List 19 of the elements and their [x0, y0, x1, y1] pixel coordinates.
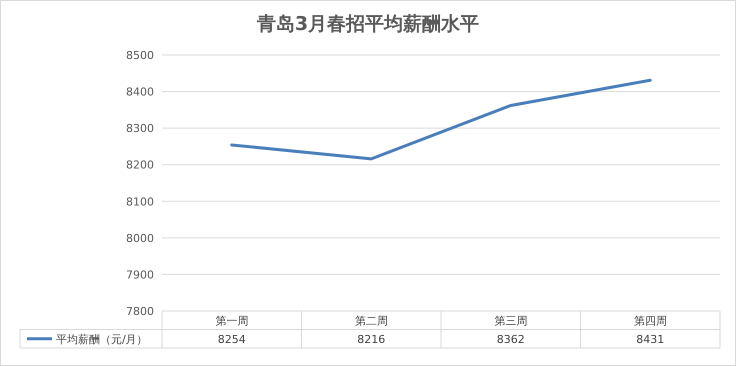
x-tick-label: 第二周: [354, 314, 388, 328]
y-tick-label: 8500: [126, 49, 154, 62]
y-tick-label: 8300: [126, 122, 154, 136]
legend-label: 平均薪酬（元/月）: [56, 333, 148, 346]
line-series: [230, 78, 652, 160]
y-tick-label: 7800: [126, 305, 154, 318]
x-tick-label: 第三周: [494, 314, 528, 328]
data-label: 8431: [636, 333, 664, 346]
x-tick-label: 第四周: [634, 314, 667, 328]
data-label: 8254: [218, 333, 246, 346]
y-tick-label: 7900: [126, 268, 154, 282]
data-label: 8216: [357, 333, 386, 346]
y-tick-label: 8000: [126, 232, 154, 245]
data-label: 8362: [496, 333, 525, 346]
y-tick-label: 8100: [126, 195, 154, 208]
chart-title: 青岛3月春招平均薪酬水平: [256, 13, 480, 35]
x-tick-label: 第一周: [215, 314, 248, 328]
y-tick-label: 8200: [126, 158, 154, 172]
y-tick-label: 8400: [126, 86, 154, 99]
